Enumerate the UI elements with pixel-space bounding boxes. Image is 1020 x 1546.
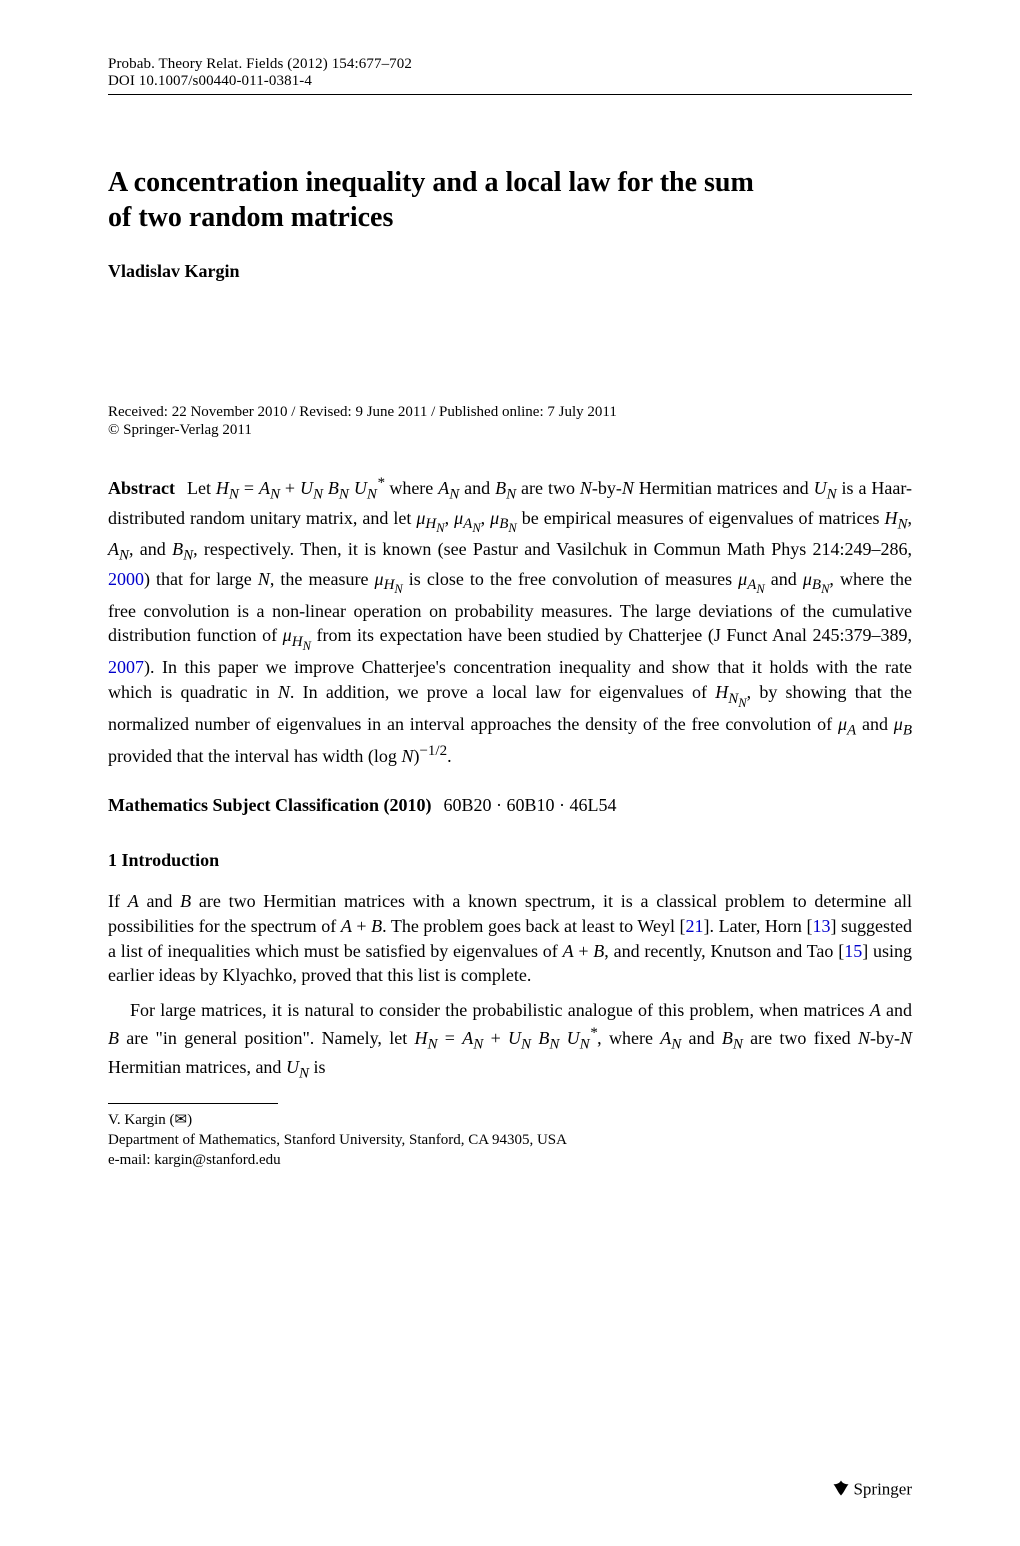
msc-block: Mathematics Subject Classification (2010… [108,795,912,816]
abstract-block: AbstractLet HN = AN + UN BN UN* where AN… [108,473,912,769]
msc-label: Mathematics Subject Classification (2010… [108,795,431,815]
footnote-affiliation: Department of Mathematics, Stanford Univ… [108,1130,912,1150]
footnote-rule [108,1103,278,1104]
journal-citation: Probab. Theory Relat. Fields (2012) 154:… [108,56,412,72]
footnote-block: V. Kargin (✉) Department of Mathematics,… [108,1110,912,1171]
author-name: Vladislav Kargin [108,261,912,282]
abstract-body: Let HN = AN + UN BN UN* where AN and BN … [108,478,912,766]
running-head-left: Probab. Theory Relat. Fields (2012) 154:… [108,56,412,90]
publisher-footer: Springer [832,1479,912,1502]
section-heading: 1 Introduction [108,850,912,871]
doi: DOI 10.1007/s00440-011-0381-4 [108,73,312,89]
title-line-1: A concentration inequality and a local l… [108,167,754,198]
abstract-label: Abstract [108,478,175,498]
title-line-2: of two random matrices [108,202,393,233]
article-title: A concentration inequality and a local l… [108,165,912,235]
paragraph-1: If A and B are two Hermitian matrices wi… [108,889,912,988]
paragraph-2: For large matrices, it is natural to con… [108,998,912,1084]
springer-logo-icon [832,1479,850,1502]
publisher-name: Springer [853,1479,912,1498]
section-title: Introduction [122,850,220,870]
article-dates: Received: 22 November 2010 / Revised: 9 … [108,402,912,422]
copyright-line: © Springer-Verlag 2011 [108,422,912,439]
msc-codes: 60B20 · 60B10 · 46L54 [443,795,616,815]
page: Probab. Theory Relat. Fields (2012) 154:… [0,0,1020,1546]
footnote-email: e-mail: kargin@stanford.edu [108,1150,912,1170]
footnote-author: V. Kargin (✉) [108,1110,912,1130]
section-number: 1 [108,850,117,870]
running-head: Probab. Theory Relat. Fields (2012) 154:… [108,56,912,95]
